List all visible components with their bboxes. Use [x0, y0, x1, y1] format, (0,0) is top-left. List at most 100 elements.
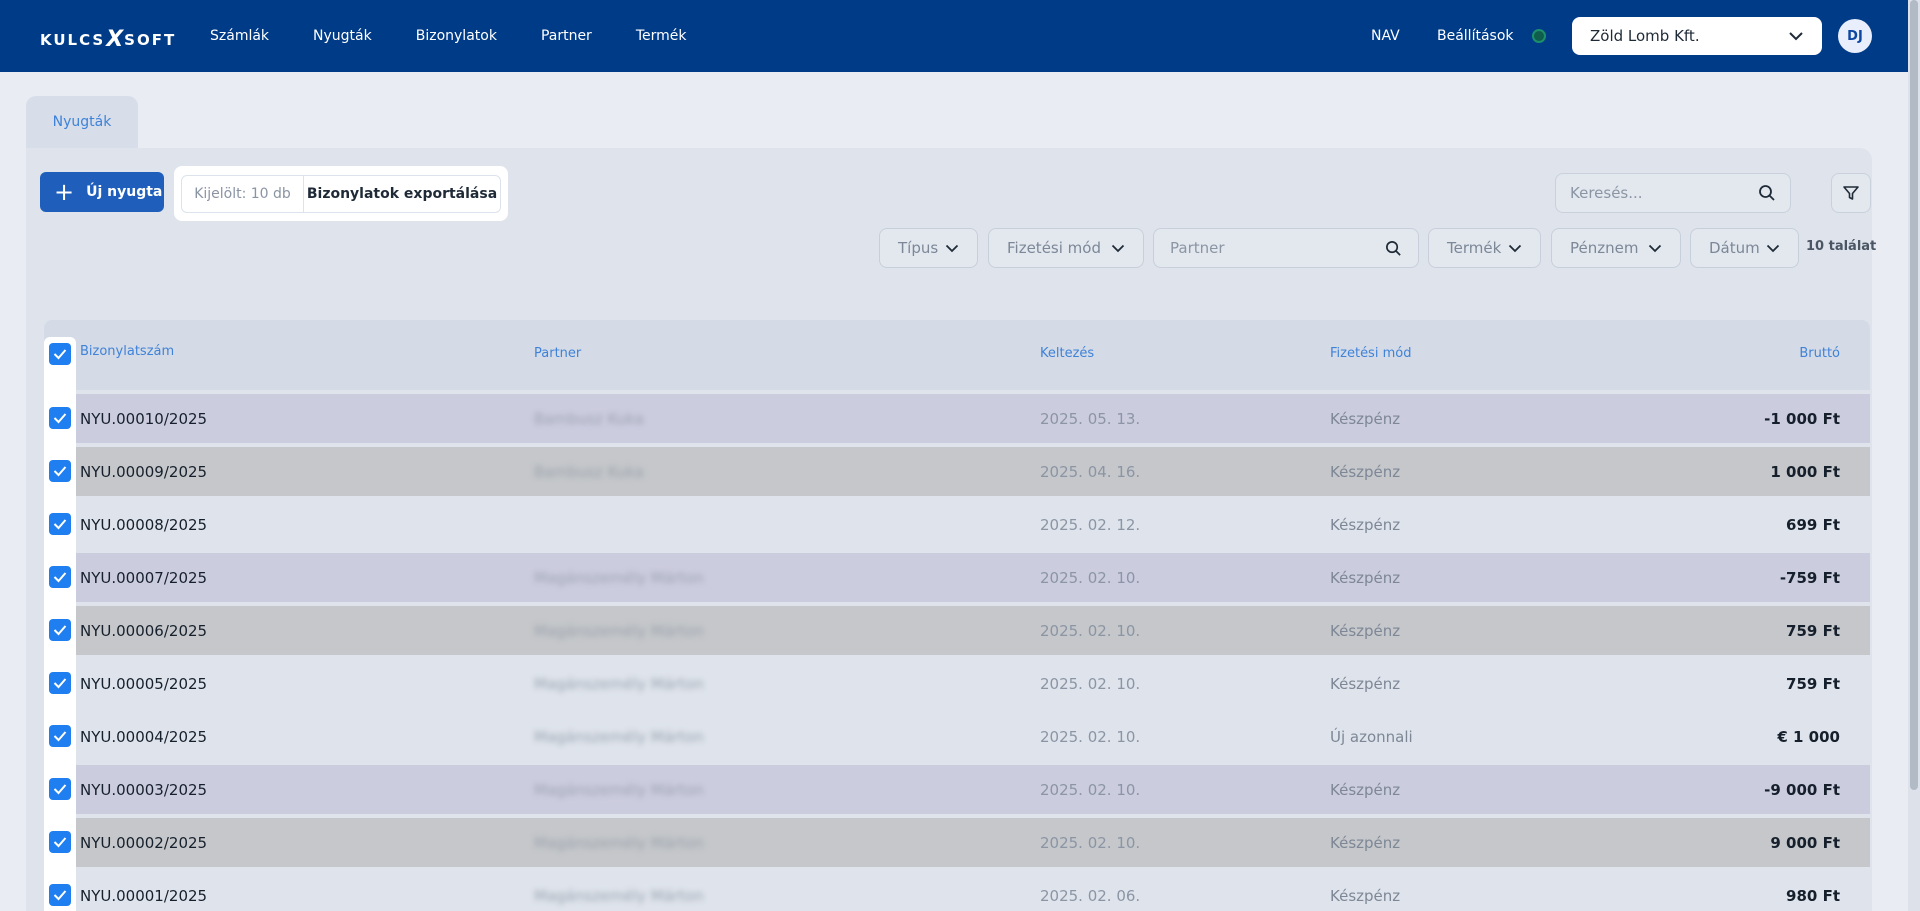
partner-name: Magánszemély Márton: [534, 622, 704, 640]
row-checkbox[interactable]: [49, 725, 71, 747]
header-gross[interactable]: Bruttó: [1799, 346, 1840, 361]
results-count: 10 találat: [1806, 239, 1877, 254]
search-input[interactable]: Keresés...: [1555, 173, 1791, 213]
nav-item-szamlak[interactable]: Számlák: [210, 28, 270, 44]
search-icon: [1386, 240, 1401, 256]
issue-date: 2025. 02. 06.: [1040, 887, 1141, 905]
kulcs-soft-logo[interactable]: KULCS X SOFT: [40, 27, 176, 52]
filter-date-label: Dátum: [1709, 239, 1760, 257]
search-placeholder: Keresés...: [1570, 184, 1643, 202]
receipt-number: NYU.00003/2025: [80, 781, 208, 799]
nav-settings-link[interactable]: Beállítások: [1437, 0, 1514, 72]
header-partner[interactable]: Partner: [534, 346, 582, 361]
filter-product[interactable]: Termék: [1428, 228, 1541, 268]
row-checkbox[interactable]: [49, 513, 71, 535]
row-checkbox[interactable]: [49, 566, 71, 588]
partner-filter-placeholder: Partner: [1170, 239, 1225, 257]
table-row[interactable]: NYU.00009/2025 Bambusz Kuka 2025. 04. 16. K…: [44, 447, 1870, 496]
issue-date: 2025. 02. 12.: [1040, 516, 1141, 534]
gross-amount: -9 000 Ft: [1764, 781, 1840, 799]
row-checkbox[interactable]: [49, 778, 71, 800]
table-header: Bizonylatszám Partner Keltezés Fizetési …: [44, 320, 1870, 390]
payment-method: Készpénz: [1330, 675, 1401, 693]
receipt-number: NYU.00008/2025: [80, 516, 208, 534]
connection-status-icon: [1532, 29, 1546, 43]
gross-amount: 9 000 Ft: [1770, 834, 1840, 852]
partner-name: Magánszemély Márton: [534, 569, 704, 587]
gross-amount: -1 000 Ft: [1764, 410, 1840, 428]
new-receipt-button[interactable]: + Új nyugta: [40, 172, 164, 212]
export-documents-button[interactable]: Bizonylatok exportálása: [306, 185, 498, 202]
nav-settings-label: Beállítások: [1437, 28, 1514, 44]
issue-date: 2025. 02. 10.: [1040, 728, 1141, 746]
nav-item-termek[interactable]: Termék: [635, 28, 687, 44]
company-select[interactable]: Zöld Lomb Kft.: [1572, 17, 1822, 55]
receipt-number: NYU.00005/2025: [80, 675, 208, 693]
funnel-icon: [1843, 186, 1859, 200]
payment-method: Készpénz: [1330, 887, 1401, 905]
table-row[interactable]: NYU.00006/2025 Magánszemély Márton 2025. 0…: [44, 606, 1870, 655]
payment-method: Készpénz: [1330, 410, 1401, 428]
receipt-number: NYU.00009/2025: [80, 463, 208, 481]
payment-method: Készpénz: [1330, 622, 1401, 640]
gross-amount: 1 000 Ft: [1770, 463, 1840, 481]
scrollbar-thumb[interactable]: [1910, 0, 1918, 790]
select-all-checkbox[interactable]: [49, 343, 71, 365]
table-row[interactable]: NYU.00007/2025 Magánszemély Márton 2025. 0…: [44, 553, 1870, 602]
partner-name: Magánszemély Márton: [534, 887, 704, 905]
avatar[interactable]: DJ: [1838, 19, 1872, 53]
header-number[interactable]: Bizonylatszám: [80, 344, 175, 359]
row-checkbox[interactable]: [49, 619, 71, 641]
issue-date: 2025. 02. 10.: [1040, 675, 1141, 693]
table-row[interactable]: NYU.00010/2025 Bambusz Kuka 2025. 05. 13. K…: [44, 394, 1870, 443]
header-date[interactable]: Keltezés: [1040, 346, 1095, 361]
nav-nav-link[interactable]: NAV: [1371, 0, 1400, 72]
chevron-down-icon: [1648, 244, 1662, 252]
chevron-down-icon: [1508, 244, 1522, 252]
issue-date: 2025. 04. 16.: [1040, 463, 1141, 481]
top-navbar: KULCS X SOFT Számlák Nyugták Bizonylatok P…: [0, 0, 1920, 72]
row-checkbox[interactable]: [49, 407, 71, 429]
row-checkbox[interactable]: [49, 831, 71, 853]
issue-date: 2025. 05. 13.: [1040, 410, 1141, 428]
receipt-number: NYU.00010/2025: [80, 410, 208, 428]
selection-bar: Kijelölt: 10 db Bizonylatok exportálása: [174, 166, 508, 221]
table-row[interactable]: NYU.00001/2025 Magánszemély Márton 2025. 0…: [44, 871, 1870, 911]
header-payment[interactable]: Fizetési mód: [1330, 346, 1412, 361]
main-nav: Számlák Nyugták Bizonylatok Partner Term…: [210, 0, 730, 72]
issue-date: 2025. 02. 10.: [1040, 569, 1141, 587]
logo-text-right: SOFT: [124, 30, 177, 49]
nav-item-bizonylatok[interactable]: Bizonylatok: [415, 28, 497, 44]
filter-currency[interactable]: Pénznem: [1551, 228, 1681, 268]
nav-item-partner[interactable]: Partner: [540, 28, 592, 44]
company-select-value: Zöld Lomb Kft.: [1590, 27, 1700, 45]
table-row[interactable]: NYU.00008/2025 2025. 02. 12. Készpénz 699 F…: [44, 500, 1870, 549]
gross-amount: 699 Ft: [1786, 516, 1840, 534]
payment-method: Készpénz: [1330, 834, 1401, 852]
row-checkbox[interactable]: [49, 460, 71, 482]
tab-nyugtak[interactable]: Nyugták: [26, 96, 138, 148]
table-row[interactable]: NYU.00003/2025 Magánszemély Márton 2025. 0…: [44, 765, 1870, 814]
logo-mark: X: [106, 27, 124, 52]
receipt-number: NYU.00006/2025: [80, 622, 208, 640]
filter-payment-label: Fizetési mód: [1007, 239, 1101, 257]
table-row[interactable]: NYU.00004/2025 Magánszemély Márton 2025. 0…: [44, 712, 1870, 761]
table-row[interactable]: NYU.00002/2025 Magánszemély Márton 2025. 0…: [44, 818, 1870, 867]
table-row[interactable]: NYU.00005/2025 Magánszemély Márton 2025. 0…: [44, 659, 1870, 708]
row-checkbox[interactable]: [49, 884, 71, 906]
issue-date: 2025. 02. 10.: [1040, 781, 1141, 799]
plus-icon: +: [54, 178, 75, 206]
filter-payment-method[interactable]: Fizetési mód: [988, 228, 1144, 268]
gross-amount: 759 Ft: [1786, 622, 1840, 640]
search-icon: [1759, 185, 1775, 201]
receipt-number: NYU.00001/2025: [80, 887, 208, 905]
gross-amount: 980 Ft: [1786, 887, 1840, 905]
receipt-number: NYU.00007/2025: [80, 569, 208, 587]
filter-date[interactable]: Dátum: [1690, 228, 1799, 268]
row-checkbox[interactable]: [49, 672, 71, 694]
filter-type[interactable]: Típus: [879, 228, 978, 268]
nav-item-nyugtak[interactable]: Nyugták: [313, 28, 372, 44]
partner-filter-input[interactable]: Partner: [1153, 228, 1419, 268]
receipt-number: NYU.00002/2025: [80, 834, 208, 852]
filter-button[interactable]: [1831, 173, 1871, 213]
